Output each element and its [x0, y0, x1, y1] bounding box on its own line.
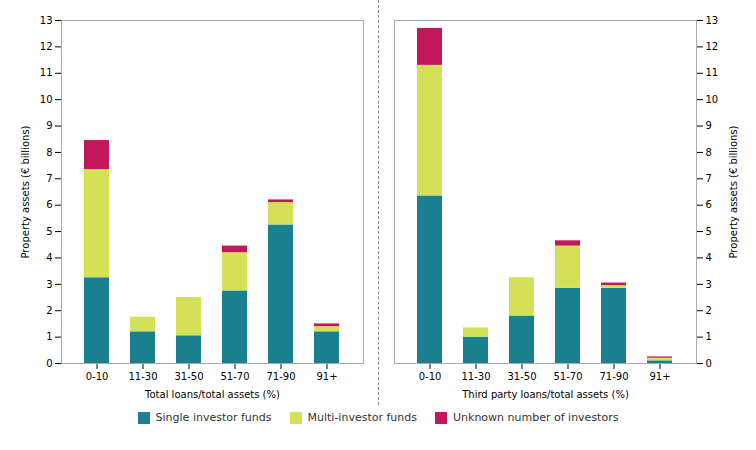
svg-text:1: 1 — [46, 331, 52, 342]
svg-text:13: 13 — [705, 15, 718, 26]
svg-text:4: 4 — [705, 252, 711, 263]
svg-text:12: 12 — [39, 41, 52, 52]
svg-text:31-50: 31-50 — [507, 371, 536, 382]
html-text:Single investor funds: Single investor funds — [155, 411, 272, 424]
svg-text:0: 0 — [705, 358, 711, 369]
svg-text:5: 5 — [46, 226, 52, 237]
svg-text:Total loans/total assets (%): Total loans/total assets (%) — [144, 389, 280, 400]
svg-text:Property assets (€ billions): Property assets (€ billions) — [19, 125, 30, 258]
svg-text:3: 3 — [46, 279, 52, 290]
svg-text:6: 6 — [46, 199, 52, 210]
svg-text:4: 4 — [46, 252, 52, 263]
svg-text:71-90: 71-90 — [599, 371, 628, 382]
svg-text:5: 5 — [705, 226, 711, 237]
svg-text:51-70: 51-70 — [220, 371, 249, 382]
svg-text:10: 10 — [39, 94, 52, 105]
svg-text:2: 2 — [46, 305, 52, 316]
svg-text:11: 11 — [39, 67, 52, 78]
svg-text:0-10: 0-10 — [85, 371, 108, 382]
svg-text:0-10: 0-10 — [418, 371, 441, 382]
svg-text:91+: 91+ — [316, 371, 337, 382]
svg-text:11: 11 — [705, 67, 718, 78]
svg-text:9: 9 — [46, 120, 52, 131]
svg-text:8: 8 — [705, 147, 711, 158]
html-text:Multi-investor funds: Multi-investor funds — [307, 411, 417, 424]
svg-text:51-70: 51-70 — [553, 371, 582, 382]
svg-text:7: 7 — [705, 173, 711, 184]
svg-text:8: 8 — [46, 147, 52, 158]
html-text:Unknown number of investors: Unknown number of investors — [453, 411, 619, 424]
svg-text:1: 1 — [705, 331, 711, 342]
svg-text:Third party loans/total assets: Third party loans/total assets (%) — [461, 389, 629, 400]
svg-text:7: 7 — [46, 173, 52, 184]
svg-text:6: 6 — [705, 199, 711, 210]
svg-text:71-90: 71-90 — [266, 371, 295, 382]
svg-text:12: 12 — [705, 41, 718, 52]
svg-text:11-30: 11-30 — [461, 371, 490, 382]
svg-text:9: 9 — [705, 120, 711, 131]
svg-text:2: 2 — [705, 305, 711, 316]
svg-text:11-30: 11-30 — [128, 371, 157, 382]
svg-text:91+: 91+ — [649, 371, 670, 382]
svg-text:31-50: 31-50 — [174, 371, 203, 382]
svg-text:13: 13 — [39, 15, 52, 26]
svg-text:3: 3 — [705, 279, 711, 290]
svg-text:0: 0 — [46, 358, 52, 369]
svg-text:Property assets (€ billions): Property assets (€ billions) — [727, 125, 738, 258]
svg-text:10: 10 — [705, 94, 718, 105]
